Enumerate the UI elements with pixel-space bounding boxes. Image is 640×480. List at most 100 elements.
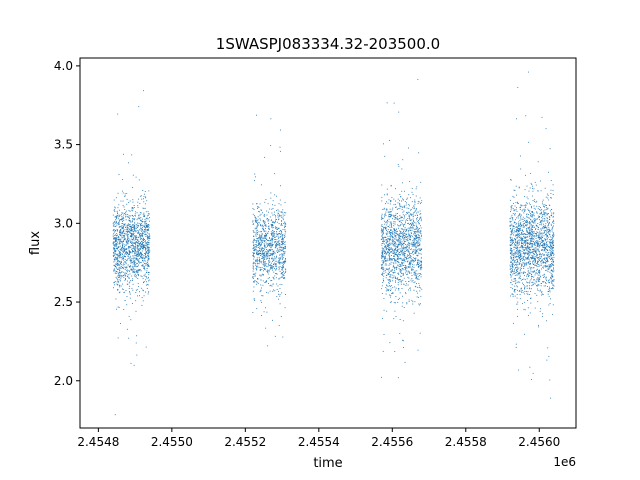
data-point (388, 288, 390, 290)
data-point (144, 253, 146, 255)
data-point (420, 273, 421, 275)
data-point (419, 218, 421, 220)
data-point (548, 240, 550, 242)
data-point (253, 258, 255, 260)
data-point (549, 290, 551, 292)
data-point (113, 248, 115, 250)
data-point (113, 248, 115, 250)
data-point (390, 221, 392, 223)
data-point (385, 260, 387, 261)
data-point (410, 236, 412, 238)
data-point (399, 269, 401, 270)
data-point (137, 255, 139, 257)
data-point (264, 265, 266, 267)
data-point (117, 113, 119, 115)
data-point (531, 230, 533, 232)
data-point (282, 262, 284, 264)
data-point (141, 237, 142, 239)
data-point (513, 228, 515, 230)
data-point (118, 239, 120, 241)
data-point (134, 266, 136, 268)
data-point (515, 231, 517, 233)
data-point (141, 223, 143, 225)
data-point (270, 249, 272, 250)
data-point (272, 208, 274, 209)
data-point (402, 229, 404, 231)
data-point (402, 262, 404, 264)
data-point (511, 218, 513, 220)
data-point (417, 276, 419, 278)
data-point (268, 228, 270, 230)
data-point (535, 258, 536, 260)
data-point (389, 239, 390, 241)
data-point (282, 241, 284, 243)
data-point (142, 300, 144, 302)
data-point (410, 263, 411, 265)
data-point (386, 288, 388, 290)
data-point (529, 288, 531, 290)
data-point (398, 239, 400, 241)
data-point (382, 250, 384, 252)
data-point (135, 259, 137, 261)
data-point (551, 269, 553, 271)
data-point (546, 359, 548, 361)
data-point (401, 305, 403, 307)
data-point (400, 217, 402, 218)
data-point (416, 249, 418, 251)
data-point (147, 257, 149, 259)
data-point (128, 231, 130, 233)
data-point (529, 272, 531, 274)
data-point (281, 277, 283, 278)
data-point (282, 336, 284, 338)
data-point (270, 262, 272, 264)
data-point (399, 248, 401, 250)
data-point (145, 222, 147, 224)
data-point (263, 221, 265, 223)
data-point (391, 274, 393, 276)
data-point (252, 203, 254, 205)
data-point (277, 244, 278, 246)
data-point (270, 231, 272, 233)
data-point (401, 265, 403, 267)
data-point (536, 233, 538, 235)
data-point (135, 225, 137, 227)
data-point (131, 220, 133, 222)
data-point (417, 262, 419, 264)
data-point (269, 243, 271, 245)
data-point (147, 253, 149, 254)
data-point (144, 268, 145, 269)
data-point (123, 241, 125, 243)
data-point (132, 289, 134, 291)
data-point (134, 265, 136, 267)
data-point (397, 272, 399, 274)
data-point (536, 212, 538, 214)
data-point (264, 248, 265, 250)
data-point (137, 201, 139, 203)
data-point (543, 235, 545, 237)
data-point (391, 223, 393, 225)
data-point (116, 243, 118, 245)
data-point (520, 245, 522, 247)
data-point (528, 258, 530, 260)
data-point (397, 301, 399, 303)
data-point (540, 241, 542, 243)
data-point (533, 282, 535, 284)
data-point (542, 244, 544, 245)
data-point (252, 241, 254, 243)
data-point (512, 263, 514, 264)
data-point (137, 236, 139, 238)
data-point (257, 238, 258, 239)
data-point (271, 244, 272, 246)
data-point (276, 268, 278, 269)
data-point (533, 231, 535, 233)
data-point (409, 256, 411, 258)
data-point (398, 279, 400, 280)
data-point (279, 150, 281, 152)
data-point (281, 273, 282, 275)
data-point (148, 237, 150, 239)
data-point (408, 204, 410, 206)
data-point (518, 250, 520, 252)
data-point (275, 232, 277, 234)
data-point (132, 231, 134, 233)
data-point (391, 209, 393, 211)
